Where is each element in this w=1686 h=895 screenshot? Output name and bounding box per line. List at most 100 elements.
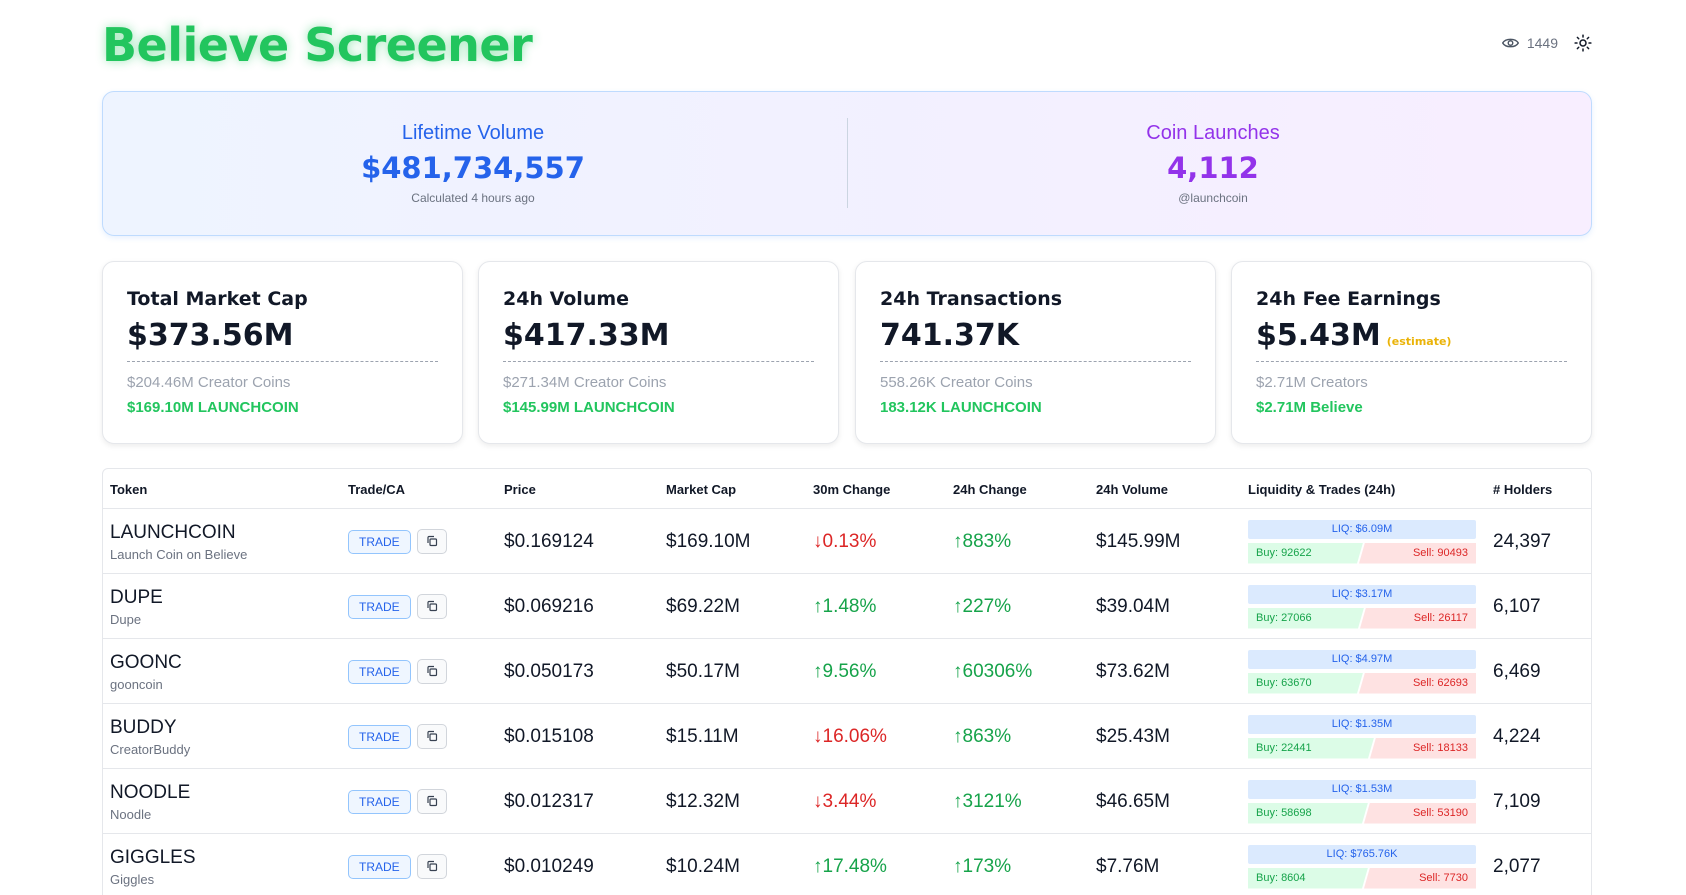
volume-24h-cell: $25.43M (1096, 725, 1170, 747)
stat-card-24h-volume: 24h Volume $417.33M $271.34M Creator Coi… (478, 261, 839, 444)
table-row[interactable]: LAUNCHCOIN Launch Coin on Believe TRADE $0.… (103, 509, 1591, 574)
table-row[interactable]: GIGGLES Giggles TRADE $0.010249 $10.24M ↑17.4… (103, 834, 1591, 895)
hero-stats-panel: Lifetime Volume $481,734,557 Calculated … (102, 91, 1592, 236)
sell-count: Sell: 53190 (1364, 802, 1476, 824)
liquidity-bar: LIQ: $1.35M (1248, 714, 1476, 734)
column-header-24h-volume[interactable]: 24h Volume (1096, 482, 1169, 497)
market-cap-cell: $50.17M (666, 660, 740, 682)
stat-card-value-text: 741.37K (880, 318, 1020, 353)
eye-icon (1501, 37, 1519, 49)
change-24h-cell: ↑173% (953, 855, 1012, 877)
view-counter: 1449 (1501, 35, 1558, 51)
token-name: Noodle (110, 806, 152, 822)
liquidity-trades-cell: LIQ: $3.17M Buy: 27066 Sell: 26117 (1248, 574, 1476, 639)
buy-count: Buy: 8604 (1248, 868, 1368, 889)
stat-cards: Total Market Cap $373.56M $204.46M Creat… (102, 261, 1592, 444)
trade-button[interactable]: TRADE (348, 529, 411, 554)
token-symbol[interactable]: GOONC (110, 651, 182, 673)
trade-button[interactable]: TRADE (348, 594, 411, 619)
trade-actions: TRADE (348, 704, 447, 769)
column-header-liquidity[interactable]: Liquidity & Trades (24h) (1248, 482, 1396, 497)
buy-sell-bar: Buy: 58698 Sell: 53190 (1248, 802, 1476, 824)
buy-sell-bar: Buy: 63670 Sell: 62693 (1248, 672, 1476, 694)
liquidity-bar: LIQ: $765.76K (1248, 844, 1476, 864)
coin-launches-value: 4,112 (1167, 151, 1259, 185)
sell-count: Sell: 7730 (1364, 867, 1476, 889)
column-header-market-cap[interactable]: Market Cap (666, 482, 737, 497)
holders-cell: 6,107 (1493, 595, 1541, 617)
copy-icon (426, 791, 438, 813)
stat-card-value-text: $373.56M (127, 318, 294, 353)
token-symbol[interactable]: GIGGLES (110, 846, 196, 868)
volume-24h-cell: $7.76M (1096, 855, 1160, 877)
copy-icon (426, 726, 438, 748)
change-30m-cell: ↑9.56% (813, 660, 877, 682)
column-header-token[interactable]: Token (110, 482, 148, 497)
volume-24h-cell: $46.65M (1096, 790, 1170, 812)
coin-launches-sub: @launchcoin (1178, 191, 1248, 205)
holders-cell: 7,109 (1493, 790, 1541, 812)
token-cell[interactable]: BUDDY CreatorBuddy (110, 704, 190, 769)
holders-cell: 6,469 (1493, 660, 1541, 682)
token-symbol[interactable]: DUPE (110, 586, 163, 608)
buy-sell-bar: Buy: 8604 Sell: 7730 (1248, 867, 1476, 889)
theme-toggle-button[interactable] (1574, 34, 1592, 52)
copy-address-button[interactable] (416, 659, 447, 684)
sun-icon (1574, 34, 1592, 52)
stat-card-title: 24h Transactions (880, 288, 1063, 310)
token-cell[interactable]: DUPE Dupe (110, 574, 163, 639)
token-name: Giggles (110, 871, 155, 887)
buy-sell-bar: Buy: 22441 Sell: 18133 (1248, 737, 1476, 759)
trade-button[interactable]: TRADE (348, 724, 411, 749)
trade-button[interactable]: TRADE (348, 789, 411, 814)
app-title: Believe Screener (102, 18, 533, 72)
change-24h-cell: ↑60306% (953, 660, 1033, 682)
token-symbol[interactable]: LAUNCHCOIN (110, 521, 236, 543)
market-cap-cell: $15.11M (666, 725, 739, 747)
copy-address-button[interactable] (416, 594, 447, 619)
stat-card-24h-fee-earnings: 24h Fee Earnings $5.43M (estimate) $2.71M… (1231, 261, 1592, 444)
change-24h-cell: ↑883% (953, 530, 1012, 552)
table-row[interactable]: BUDDY CreatorBuddy TRADE $0.015108 $15.11M ↓1… (103, 704, 1591, 769)
buy-sell-bar: Buy: 92622 Sell: 90493 (1248, 542, 1476, 564)
column-header-30m-change[interactable]: 30m Change (813, 482, 891, 497)
lifetime-volume-label: Lifetime Volume (401, 122, 545, 144)
stat-card-creator-line: $204.46M Creator Coins (127, 374, 291, 391)
token-cell[interactable]: NOODLE Noodle (110, 769, 190, 834)
holders-cell: 24,397 (1493, 530, 1552, 552)
copy-address-button[interactable] (416, 724, 447, 749)
trade-button[interactable]: TRADE (348, 659, 411, 684)
token-symbol[interactable]: NOODLE (110, 781, 191, 803)
holders-cell: 2,077 (1493, 855, 1541, 877)
copy-address-button[interactable] (416, 854, 447, 879)
stat-card-value: 741.37K (880, 318, 1191, 362)
liquidity-trades-cell: LIQ: $1.35M Buy: 22441 Sell: 18133 (1248, 704, 1476, 769)
stat-card-market-cap: Total Market Cap $373.56M $204.46M Creat… (102, 261, 463, 444)
price-cell: $0.069216 (504, 595, 594, 617)
buy-count: Buy: 27066 (1248, 608, 1364, 629)
column-header-24h-change[interactable]: 24h Change (953, 482, 1027, 497)
copy-address-button[interactable] (416, 789, 447, 814)
buy-count: Buy: 22441 (1248, 738, 1374, 759)
table-row[interactable]: DUPE Dupe TRADE $0.069216 $69.22M ↑1.48% ↑227%… (103, 574, 1591, 639)
token-cell[interactable]: LAUNCHCOIN Launch Coin on Believe (110, 509, 247, 574)
token-cell[interactable]: GOONC gooncoin (110, 639, 182, 704)
copy-address-button[interactable] (416, 529, 447, 554)
token-cell[interactable]: GIGGLES Giggles (110, 834, 196, 895)
header-actions: 1449 (1501, 34, 1592, 52)
table-row[interactable]: NOODLE Noodle TRADE $0.012317 $12.32M ↓3.44% ↑… (103, 769, 1591, 834)
stat-card-creator-line: 558.26K Creator Coins (880, 374, 1033, 391)
token-name: Dupe (110, 611, 142, 627)
token-symbol[interactable]: BUDDY (110, 716, 177, 738)
table-row[interactable]: GOONC gooncoin TRADE $0.050173 $50.17M ↑9.56%… (103, 639, 1591, 704)
change-24h-cell: ↑863% (953, 725, 1012, 747)
column-header-holders[interactable]: # Holders (1493, 482, 1553, 497)
stat-card-believe-line: $2.71M Believe (1256, 399, 1363, 416)
hero-divider (847, 118, 848, 208)
change-24h-cell: ↑3121% (953, 790, 1022, 812)
token-name: CreatorBuddy (110, 741, 191, 757)
column-header-price[interactable]: Price (504, 482, 536, 497)
market-cap-cell: $69.22M (666, 595, 740, 617)
buy-count: Buy: 92622 (1248, 543, 1363, 564)
trade-button[interactable]: TRADE (348, 854, 411, 879)
